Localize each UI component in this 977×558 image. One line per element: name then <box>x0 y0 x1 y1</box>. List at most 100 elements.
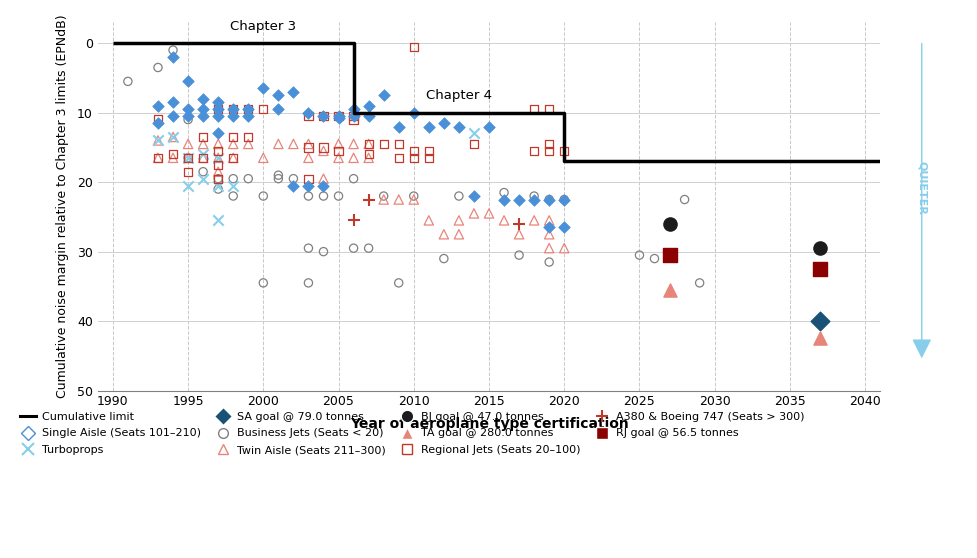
Point <box>195 105 211 114</box>
Point <box>240 105 256 114</box>
Point <box>300 140 316 148</box>
Point <box>346 115 361 124</box>
Point <box>210 167 226 176</box>
Point <box>225 191 240 200</box>
Point <box>165 132 181 141</box>
Point <box>210 98 226 107</box>
Point <box>300 112 316 121</box>
Point <box>195 150 211 159</box>
Point <box>481 122 496 131</box>
Point <box>450 230 466 239</box>
Point <box>375 191 391 200</box>
Point <box>541 146 557 155</box>
Point <box>405 108 421 117</box>
Point <box>330 146 346 155</box>
Point <box>361 140 376 148</box>
Point <box>556 223 572 232</box>
Point <box>195 153 211 162</box>
Point <box>195 94 211 103</box>
Point <box>180 153 195 162</box>
Point <box>210 112 226 121</box>
Point <box>225 140 240 148</box>
Point <box>225 153 240 162</box>
Point <box>526 216 541 225</box>
Point <box>300 181 316 190</box>
Point <box>225 174 240 183</box>
Point <box>180 181 195 190</box>
Point <box>375 91 391 100</box>
Point <box>375 140 391 148</box>
Point <box>466 140 482 148</box>
Point <box>346 174 361 183</box>
Point <box>330 114 346 123</box>
Point <box>511 219 527 228</box>
Point <box>346 244 361 253</box>
Point <box>361 112 376 121</box>
Point <box>646 254 661 263</box>
Point <box>165 112 181 121</box>
Point <box>391 278 406 287</box>
Point <box>180 105 195 114</box>
Point <box>661 219 677 228</box>
Point <box>150 136 166 145</box>
Point <box>556 244 572 253</box>
Point <box>300 278 316 287</box>
Point <box>811 244 827 253</box>
Point <box>285 88 301 97</box>
Point <box>330 153 346 162</box>
Point <box>391 153 406 162</box>
Point <box>300 174 316 183</box>
Point <box>420 153 436 162</box>
Point <box>150 153 166 162</box>
Y-axis label: Cumulative noise margin relative to Chapter 3 limits (EPNdB): Cumulative noise margin relative to Chap… <box>56 15 68 398</box>
Point <box>811 334 827 343</box>
Point <box>210 105 226 114</box>
Point <box>316 247 331 256</box>
Point <box>405 195 421 204</box>
Point <box>210 174 226 183</box>
Point <box>361 153 376 162</box>
Point <box>405 146 421 155</box>
Point <box>210 129 226 138</box>
Point <box>210 174 226 183</box>
Point <box>225 105 240 114</box>
Point <box>346 140 361 148</box>
Point <box>150 115 166 124</box>
Point <box>195 167 211 176</box>
Point <box>210 185 226 194</box>
Point <box>330 140 346 148</box>
Point <box>541 195 557 204</box>
Point <box>511 230 527 239</box>
Point <box>811 316 827 325</box>
Point <box>225 112 240 121</box>
Point <box>240 174 256 183</box>
Point <box>180 153 195 162</box>
Point <box>285 140 301 148</box>
Point <box>195 132 211 141</box>
Point <box>541 195 557 204</box>
Point <box>511 195 527 204</box>
Point <box>300 153 316 162</box>
Point <box>300 108 316 117</box>
Point <box>405 42 421 51</box>
Point <box>271 91 286 100</box>
Point <box>255 278 271 287</box>
Point <box>391 195 406 204</box>
Point <box>195 174 211 183</box>
Point <box>811 264 827 273</box>
Point <box>210 181 226 190</box>
Point <box>316 146 331 155</box>
Point <box>316 181 331 190</box>
Point <box>150 119 166 128</box>
Point <box>225 181 240 190</box>
Point <box>271 105 286 114</box>
Point <box>481 209 496 218</box>
Point <box>375 195 391 204</box>
Point <box>361 140 376 148</box>
Point <box>541 216 557 225</box>
Point <box>150 101 166 110</box>
Point <box>165 132 181 141</box>
Point <box>316 112 331 121</box>
Point <box>165 46 181 55</box>
Point <box>391 140 406 148</box>
